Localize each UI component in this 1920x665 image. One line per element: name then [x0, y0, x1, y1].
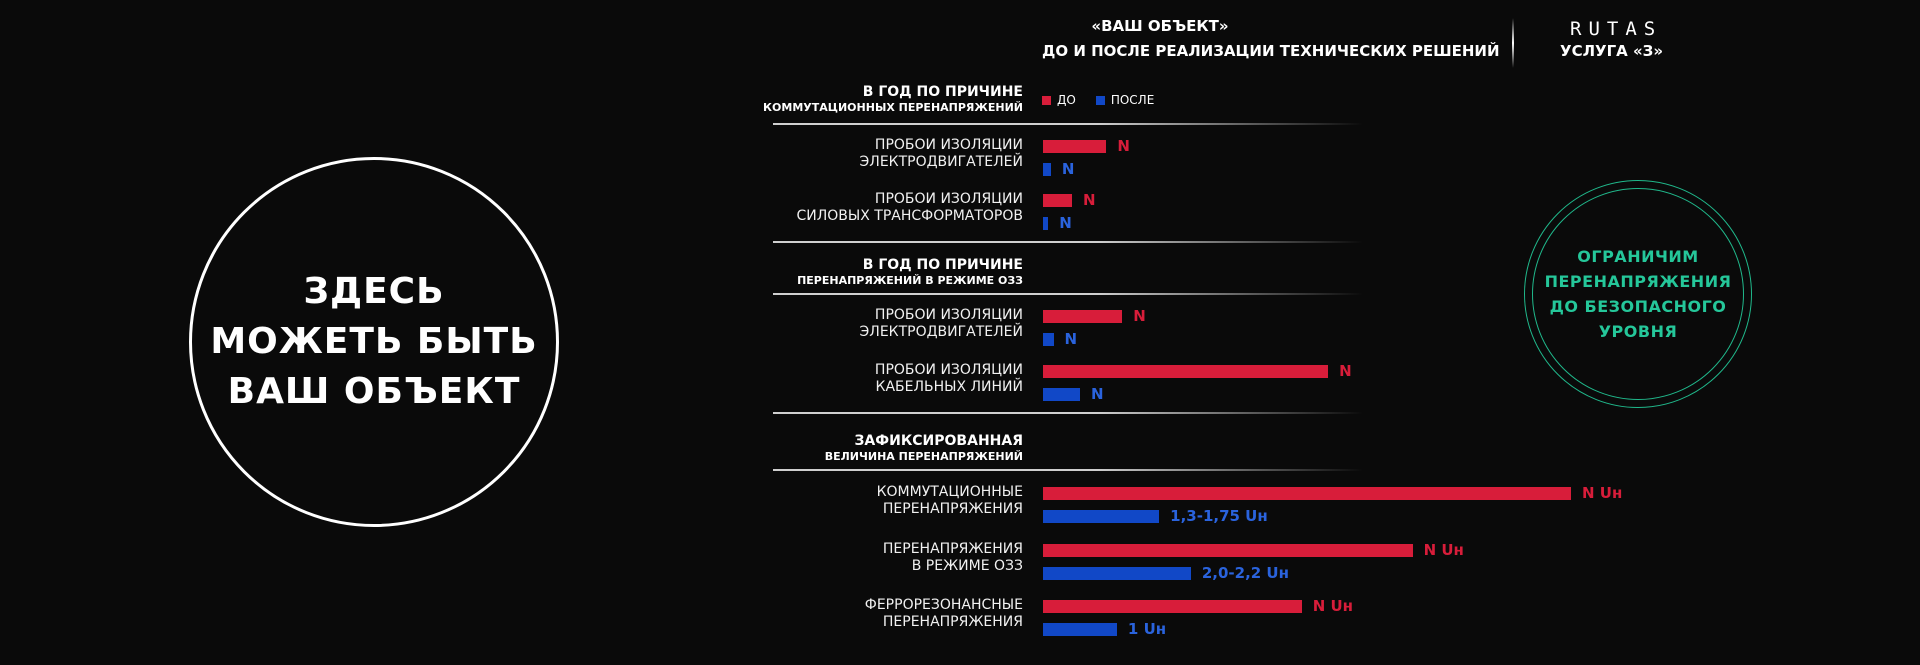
bar-before — [1043, 310, 1123, 323]
section-separator — [773, 123, 1363, 125]
legend-label-before: ДО — [1057, 93, 1076, 107]
category-label: ПРОБОИ ИЗОЛЯЦИИ КАБЕЛЬНЫХ ЛИНИЙ — [875, 362, 1023, 396]
data-label-after: N — [1090, 385, 1104, 403]
object-line-1: ЗДЕСЬ — [303, 271, 445, 312]
service-label: УСЛУГА «З» — [1560, 42, 1664, 60]
category-label-line: КАБЕЛЬНЫХ ЛИНИЙ — [875, 379, 1024, 395]
bar-before — [1043, 365, 1329, 378]
category-label-line: ПЕРЕНАПРЯЖЕНИЯ — [882, 501, 1023, 517]
bar-after — [1043, 388, 1080, 401]
data-label-after: 2,0-2,2 Uн — [1201, 564, 1289, 582]
legend: ДО ПОСЛЕ — [1042, 93, 1154, 107]
category-label-line: ПЕРЕНАПРЯЖЕНИЯ — [882, 541, 1023, 557]
category-label: ФЕРРОРЕЗОНАНСНЫЕ ПЕРЕНАПРЯЖЕНИЯ — [865, 597, 1023, 631]
bar-after — [1043, 510, 1160, 523]
limit-badge-inner: ОГРАНИЧИМ ПЕРЕНАПРЯЖЕНИЯ ДО БЕЗОПАСНОГО … — [1532, 188, 1744, 400]
data-label-after: 1,3-1,75 Uн — [1170, 507, 1268, 525]
badge-line-3: ДО БЕЗОПАСНОГО — [1549, 297, 1727, 316]
category-label-line: В РЕЖИМЕ ОЗЗ — [911, 558, 1023, 574]
data-label-before: N — [1133, 307, 1146, 325]
section-separator — [773, 469, 1363, 471]
bar-after — [1043, 333, 1054, 346]
chart-title: «ВАШ ОБЪЕКТ» — [1091, 17, 1229, 35]
data-label-before: N — [1083, 191, 1096, 209]
section-title-main: В ГОД ПО ПРИЧИНЕ — [862, 84, 1023, 100]
legend-swatch-before — [1042, 95, 1051, 105]
category-label-line: ЭЛЕКТРОДВИГАТЕЛЕЙ — [859, 154, 1023, 170]
bar-before — [1043, 140, 1107, 153]
data-label-before: N — [1339, 362, 1352, 380]
bar-before — [1043, 194, 1073, 207]
section-title-sub: ВЕЛИЧИНА ПЕРЕНАПРЯЖЕНИЙ — [824, 450, 1023, 463]
bar-before — [1043, 544, 1413, 557]
data-label-after: N — [1059, 214, 1072, 232]
category-label: ПЕРЕНАПРЯЖЕНИЯ В РЕЖИМЕ ОЗЗ — [883, 541, 1023, 575]
section-separator — [773, 412, 1363, 414]
section-separator — [773, 241, 1363, 243]
section-title: ЗАФИКСИРОВАННАЯ ВЕЛИЧИНА ПЕРЕНАПРЯЖЕНИЙ — [825, 433, 1023, 463]
category-label-line: ПРОБОИ ИЗОЛЯЦИИ — [874, 137, 1023, 153]
category-label-line: ПЕРЕНАПРЯЖЕНИЯ — [882, 614, 1023, 630]
category-label: КОММУТАЦИОННЫЕ ПЕРЕНАПРЯЖЕНИЯ — [877, 484, 1023, 518]
badge-line-2: ПЕРЕНАПРЯЖЕНИЯ — [1544, 272, 1732, 291]
category-label-line: ПРОБОИ ИЗОЛЯЦИИ — [874, 191, 1023, 207]
category-label-line: ПРОБОИ ИЗОЛЯЦИИ — [874, 307, 1023, 323]
header-divider — [1512, 18, 1514, 68]
bar-after — [1043, 163, 1051, 176]
section-title-sub: ПЕРЕНАПРЯЖЕНИЙ В РЕЖИМЕ ОЗЗ — [797, 274, 1023, 287]
category-label-line: ЭЛЕКТРОДВИГАТЕЛЕЙ — [859, 324, 1023, 340]
object-line-3: ВАШ ОБЪЕКТ — [227, 371, 521, 412]
bar-after — [1043, 217, 1049, 230]
badge-line-1: ОГРАНИЧИМ — [1577, 247, 1699, 266]
category-label: ПРОБОИ ИЗОЛЯЦИИ ЭЛЕКТРОДВИГАТЕЛЕЙ — [860, 307, 1023, 341]
data-label-after: N — [1064, 330, 1078, 348]
section-title-main: В ГОД ПО ПРИЧИНЕ — [862, 257, 1023, 273]
bar-before — [1043, 487, 1571, 500]
brand-logo: RUTAS — [1570, 18, 1663, 40]
section-title-sub: КОММУТАЦИОННЫХ ПЕРЕНАПРЯЖЕНИЙ — [763, 101, 1023, 114]
section-title: В ГОД ПО ПРИЧИНЕ ПЕРЕНАПРЯЖЕНИЙ В РЕЖИМЕ … — [797, 257, 1023, 287]
data-label-after: N — [1061, 160, 1075, 178]
object-line-2: МОЖЕТЬ БЫТЬ — [210, 321, 538, 362]
data-label-after: 1 Uн — [1127, 620, 1167, 638]
object-placeholder-circle: ЗДЕСЬ МОЖЕТЬ БЫТЬ ВАШ ОБЪЕКТ — [189, 157, 559, 527]
section-title-main: ЗАФИКСИРОВАННАЯ — [854, 433, 1023, 449]
bar-after — [1043, 623, 1117, 636]
category-label: ПРОБОИ ИЗОЛЯЦИИ ЭЛЕКТРОДВИГАТЕЛЕЙ — [860, 137, 1023, 171]
data-label-before: N Uн — [1582, 484, 1623, 502]
data-label-before: N Uн — [1312, 597, 1354, 615]
bar-before — [1043, 600, 1302, 613]
badge-line-4: УРОВНЯ — [1598, 322, 1678, 341]
category-label-line: КОММУТАЦИОННЫЕ — [876, 484, 1023, 500]
data-label-before: N — [1117, 137, 1130, 155]
section-title: В ГОД ПО ПРИЧИНЕ КОММУТАЦИОННЫХ ПЕРЕНАПРЯ… — [763, 84, 1023, 114]
data-label-before: N Uн — [1423, 541, 1464, 559]
category-label: ПРОБОИ ИЗОЛЯЦИИ СИЛОВЫХ ТРАНСФОРМАТОРОВ — [797, 191, 1023, 225]
category-label-line: ПРОБОИ ИЗОЛЯЦИИ — [874, 362, 1023, 378]
legend-label-after: ПОСЛЕ — [1110, 93, 1155, 107]
chart-subtitle: ДО И ПОСЛЕ РЕАЛИЗАЦИИ ТЕХНИЧЕСКИХ РЕШЕНИ… — [1042, 42, 1500, 60]
legend-swatch-after — [1095, 95, 1105, 105]
section-separator — [773, 293, 1363, 295]
category-label-line: ФЕРРОРЕЗОНАНСНЫЕ — [864, 597, 1023, 613]
limit-badge: ОГРАНИЧИМ ПЕРЕНАПРЯЖЕНИЯ ДО БЕЗОПАСНОГО … — [1524, 180, 1752, 408]
category-label-line: СИЛОВЫХ ТРАНСФОРМАТОРОВ — [796, 208, 1023, 224]
bar-after — [1043, 567, 1191, 580]
